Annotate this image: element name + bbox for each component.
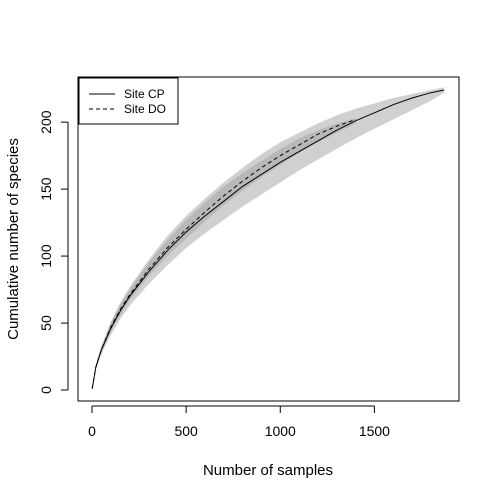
legend-label-site-do: Site DO [124,102,166,116]
y-tick-label: 150 [38,177,54,201]
y-axis: 0 50 100 150 200 [38,110,69,394]
y-tick-label: 50 [38,315,54,331]
y-axis-label: Cumulative number of species [5,138,22,340]
confidence-band-site-cp [92,87,445,389]
x-axis: 0 500 1000 1500 [88,405,390,439]
series-lines [91,89,445,389]
legend-label-site-cp: Site CP [124,87,165,101]
legend-box [78,77,179,125]
x-axis-label: Number of samples [203,462,333,479]
x-tick-label: 1000 [265,423,296,439]
plot-frame [77,76,460,402]
confidence-bands [92,87,445,389]
x-tick-label: 0 [88,423,96,439]
y-tick-label: 0 [38,386,54,394]
y-tick-label: 200 [38,110,54,134]
series-line-site-cp [91,89,445,389]
y-tick-label: 100 [38,244,54,268]
x-tick-label: 500 [174,423,198,439]
legend: Site CP Site DO [78,77,179,125]
x-tick-label: 1500 [359,423,390,439]
